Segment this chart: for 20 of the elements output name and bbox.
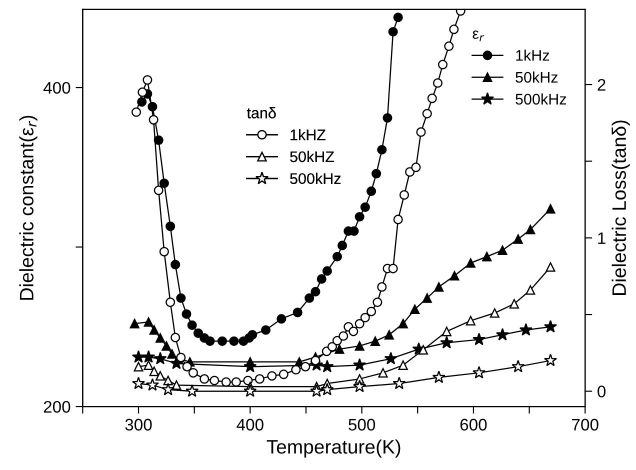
x-tick-label: 500 bbox=[348, 418, 376, 431]
x-tick-label: 400 bbox=[236, 418, 264, 431]
text: tanδ bbox=[246, 107, 276, 118]
y2-tick-label: 1 bbox=[598, 232, 606, 244]
legend-label: 500kHz bbox=[290, 172, 341, 184]
y-tick-label: 200 bbox=[44, 400, 70, 413]
legend-label: 50kHz bbox=[516, 71, 558, 83]
legend-label: 50kHZ bbox=[290, 150, 334, 162]
legend-label: 500kHz bbox=[516, 93, 566, 105]
y2-tick-label: 2 bbox=[598, 78, 606, 91]
y-axis-title: Dielectric constant(ε$_{r}$) bbox=[19, 116, 38, 300]
legend-label: 1kHZ bbox=[290, 129, 326, 140]
y2-tick-label: 0 bbox=[598, 386, 606, 398]
text: ε$_{r}$ bbox=[472, 30, 484, 42]
x-tick-label: 300 bbox=[125, 418, 152, 431]
y2-axis-title: Dielectric Loss(tanδ) bbox=[612, 120, 630, 295]
x-tick-label: 600 bbox=[460, 418, 487, 431]
x-axis-title: Temperature(K) bbox=[266, 439, 400, 458]
legend-label: 1kHz bbox=[516, 50, 550, 61]
x-tick-label: 700 bbox=[572, 418, 598, 431]
